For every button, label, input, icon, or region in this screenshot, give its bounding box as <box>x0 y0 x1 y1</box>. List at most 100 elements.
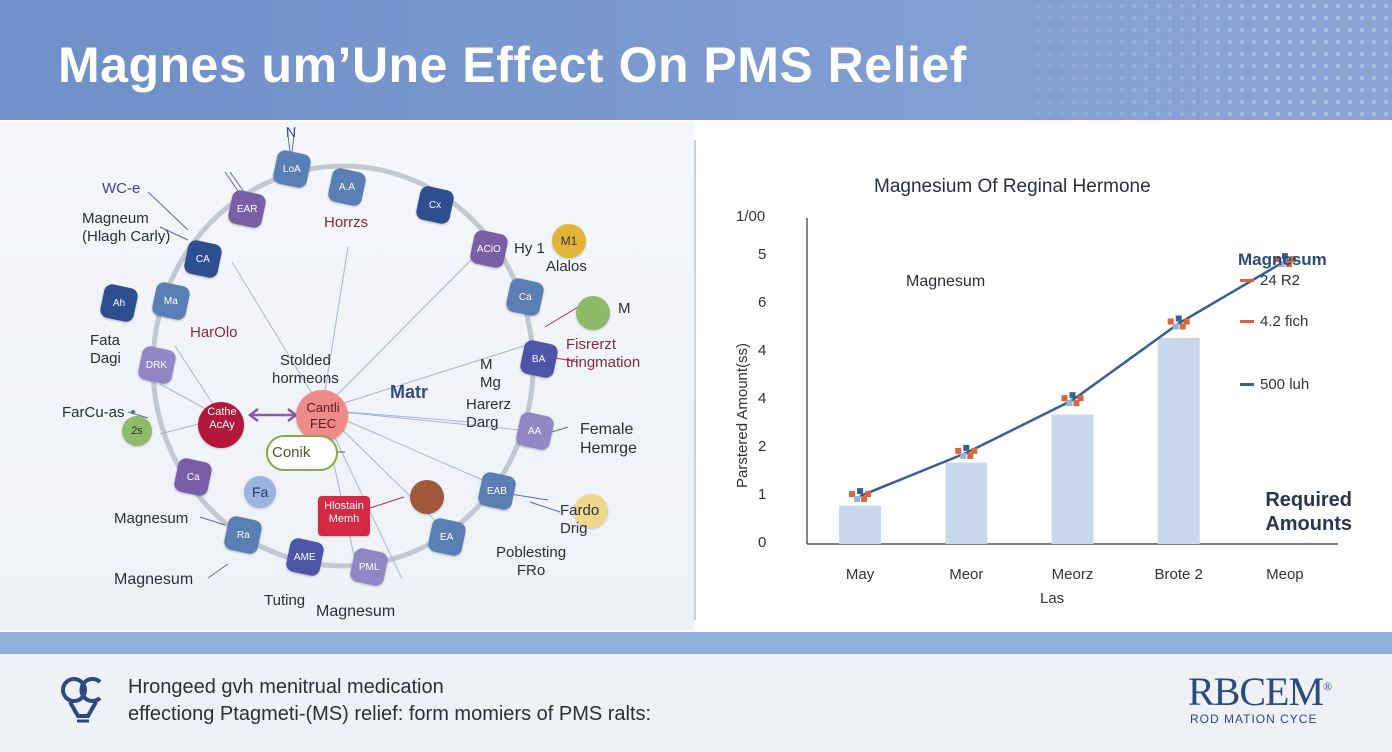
label-magnesum-3: Magnesum <box>316 603 396 620</box>
lightbulb-icon <box>61 677 102 723</box>
cantli-circle <box>296 390 348 442</box>
label-wce: WC-e <box>102 180 141 197</box>
chart-point <box>849 491 856 498</box>
chart-point <box>971 447 978 454</box>
label-fardo: Fardo Drig <box>560 502 600 537</box>
label-magnesum-2: Magnesum <box>114 571 194 588</box>
cycle-node: LoA <box>271 148 313 190</box>
label-poblesting: Poblesting FRo <box>496 544 567 579</box>
y-tick-label: 5 <box>758 246 767 264</box>
footer-text-line-2: effectiong Ptagmeti-(MS) relief: form mo… <box>128 703 652 725</box>
label-harerz: Harerz Darg <box>466 396 512 431</box>
chart-point <box>1289 256 1296 263</box>
chart-point-cluster <box>1167 315 1190 330</box>
label-cathe: Cathe AcAy <box>207 406 237 432</box>
legend-item: 4.2 fich <box>1240 313 1308 330</box>
label-alalos: Alalos <box>546 258 587 275</box>
cycle-node: Ah <box>98 282 140 324</box>
chart-point <box>1183 318 1190 325</box>
chart-bar <box>1051 414 1094 544</box>
fardo-circle <box>574 494 608 528</box>
panel-divider <box>694 140 696 620</box>
magnesium-chart: Magnesium Of Reginal Hermone 0 1 2 4 4 6 5 1/00… <box>700 122 1392 630</box>
ma-circle <box>576 296 610 330</box>
chart-point <box>1167 318 1174 325</box>
legend-swatch <box>1240 320 1254 323</box>
x-tick-label: Brote 2 <box>1154 566 1203 583</box>
conik-pill <box>266 435 338 471</box>
legend-swatch <box>1240 383 1254 386</box>
chart-point <box>854 496 861 503</box>
chart-point <box>1066 400 1073 407</box>
label-hy: Hy 1 <box>514 240 545 257</box>
cycle-node: AA <box>514 410 556 452</box>
trademark-mark: ® <box>1323 679 1332 694</box>
y-tick-label: 1 <box>758 486 767 504</box>
label-female: Female Hemrge <box>580 421 637 458</box>
chart-point <box>1179 323 1186 330</box>
cycle-node: AME <box>284 536 326 578</box>
chart-point <box>1281 253 1288 260</box>
cycle-node: CA <box>182 238 224 280</box>
label-magneum: Magneum (Hlagh Carly) <box>82 210 171 245</box>
label-matr: Matr <box>390 382 429 402</box>
cycle-node: Ca <box>504 276 546 318</box>
y-tick-label: 4 <box>758 342 767 360</box>
cycle-node: EAB <box>476 470 518 512</box>
legend-item: 500 luh <box>1240 376 1309 393</box>
cycle-node: EAR <box>226 188 268 230</box>
y-tick-label: 4 <box>758 390 767 408</box>
cathe-circle <box>198 402 244 448</box>
banner-dot-pattern <box>972 0 1392 120</box>
legend-title: Magnesum <box>1238 250 1327 269</box>
footer-strip <box>0 632 1392 654</box>
chart-point <box>861 496 868 503</box>
chart-point <box>857 488 864 495</box>
x-tick-label: Meop <box>1266 566 1304 583</box>
label-harolo: HarOlo <box>190 324 238 341</box>
hormone-cycle-diagram: LoA A.A Cx EAR ACiO CA Ca Ma BA DRK Ah A… <box>0 122 694 630</box>
legend-item: 24 R2 <box>1240 272 1300 289</box>
label-hostain: Hlostain Memh <box>324 500 364 526</box>
label-cantli: Cantli FEC <box>306 400 340 431</box>
y-axis-label: Parstered Amount(ss) <box>734 342 751 488</box>
chart-annotation: Magnesum <box>906 273 986 290</box>
chart-point <box>1073 400 1080 407</box>
label-m-right: M <box>618 300 631 317</box>
label-fata-dagi: Fata Dagi <box>90 332 121 367</box>
chart-point-cluster <box>1273 253 1296 268</box>
x-tick-label: Meorz <box>1051 566 1094 583</box>
header-banner: Magnes um’Une Effect On PMS Relief <box>0 0 1392 120</box>
chart-plot <box>806 218 1338 545</box>
chart-point <box>1172 323 1179 330</box>
chart-title: Magnesium Of Reginal Hermone <box>874 176 1151 197</box>
ra-circle <box>244 476 276 508</box>
chart-point <box>960 452 967 459</box>
x-tick-label: May <box>845 566 875 583</box>
chart-point-cluster <box>955 444 978 459</box>
cycle-node: Ca <box>172 456 214 498</box>
m1-circle: M1 <box>552 224 586 258</box>
label-m-mid: M <box>480 356 493 373</box>
chart-bar <box>839 505 882 544</box>
chart-point <box>963 444 970 451</box>
label-n: N <box>286 124 297 140</box>
2s-circle: 2s <box>122 416 152 446</box>
y-tick-label: 6 <box>758 294 767 312</box>
y-tick-label: 0 <box>758 534 767 551</box>
chart-point <box>1273 256 1280 263</box>
brand-logo: RBCEM® <box>1188 668 1332 715</box>
chart-point <box>865 491 872 498</box>
cycle-node: Ra <box>222 514 264 556</box>
y-tick-label: 2 <box>758 438 767 456</box>
legend-swatch <box>1240 279 1254 282</box>
y-tick-label: 1/00 <box>736 208 766 225</box>
chart-point <box>1285 261 1292 268</box>
chart-bar <box>1157 337 1200 544</box>
brand-logo-text: RBCEM <box>1188 669 1324 714</box>
page-title: Magnes um’Une Effect On PMS Relief <box>58 37 967 93</box>
label-horrzs: Horrzs <box>324 214 369 231</box>
hostain-box <box>318 496 370 536</box>
footer <box>0 654 1392 752</box>
label-conik: Conik <box>272 444 311 461</box>
